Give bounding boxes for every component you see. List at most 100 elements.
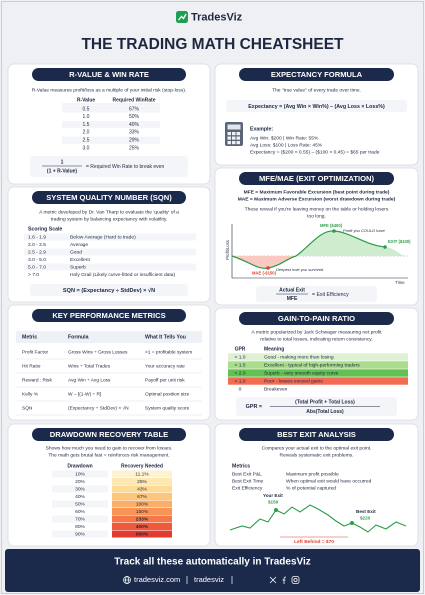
cell: 2.5 bbox=[83, 138, 90, 144]
cell: 40% bbox=[75, 494, 85, 500]
row-bg bbox=[52, 508, 108, 515]
row-bg bbox=[228, 377, 408, 385]
section-header bbox=[239, 312, 394, 325]
cell: >1 = profitable system bbox=[145, 349, 192, 355]
row-bg bbox=[52, 515, 108, 523]
cell: Poor - losses exceed gains bbox=[264, 378, 323, 384]
cell: Best Exit P&L bbox=[232, 471, 262, 477]
cell: Reward : Risk bbox=[22, 377, 52, 383]
metrics-title: Metrics bbox=[232, 463, 250, 469]
description: The math gets brutal fast = reinforces r… bbox=[48, 452, 169, 458]
mae-note: Deepest hole you survived bbox=[276, 267, 324, 272]
calculator-key bbox=[232, 136, 236, 140]
globe-icon bbox=[123, 576, 131, 584]
example-line: Expectancy = ($200 × 0.55) – ($100 × 0.4… bbox=[250, 149, 380, 155]
cell: Profit Factor bbox=[22, 349, 49, 355]
row-bg bbox=[228, 361, 408, 369]
cell: > 7.0 bbox=[28, 272, 39, 278]
card bbox=[7, 304, 211, 421]
cell: 20% bbox=[75, 479, 85, 485]
cell: Average bbox=[70, 242, 88, 248]
card bbox=[214, 423, 419, 547]
cell: Holy Grail (Likely curve-fitted or insuf… bbox=[70, 272, 175, 278]
calculator-key bbox=[232, 141, 236, 145]
section-title: GAIN-TO-PAIN RATIO bbox=[278, 314, 355, 323]
cell: 60% bbox=[75, 509, 85, 515]
cell: 40% bbox=[129, 122, 140, 128]
x-axis-label: Time bbox=[395, 280, 405, 285]
cell: 10% bbox=[75, 471, 85, 477]
cell: 1.0 bbox=[83, 114, 90, 120]
calculator-key bbox=[236, 141, 240, 145]
example-line: Avg Win: $200 | Win Rate: 55% bbox=[250, 135, 319, 141]
definition: MFE = Maximum Favorable Excursion (best … bbox=[244, 189, 390, 195]
card bbox=[7, 186, 211, 303]
cell: 3.0 bbox=[83, 145, 90, 151]
cell: Best Exit Time bbox=[232, 478, 264, 484]
example-line: Avg Loss: $100 | Loss Rate: 45% bbox=[250, 142, 323, 148]
cell: 90% bbox=[75, 531, 85, 537]
cell: 50% bbox=[75, 501, 85, 507]
cell: 2.0 bbox=[83, 130, 90, 136]
formula-numerator: Actual Exit bbox=[279, 287, 305, 293]
cell: 25% bbox=[129, 145, 140, 151]
your-exit-value: $150 bbox=[268, 500, 279, 505]
mfe-note: Profit you COULD have bbox=[343, 228, 386, 233]
row-bg bbox=[52, 493, 108, 500]
section-header bbox=[239, 172, 394, 185]
gain-area bbox=[296, 230, 404, 256]
section-title: EXPECTANCY FORMULA bbox=[271, 70, 363, 79]
description: A metric developed by Dr. Van Tharp to e… bbox=[39, 209, 179, 215]
logo-icon bbox=[176, 11, 188, 23]
description: A metric popularized by Jack Schwager me… bbox=[252, 329, 383, 335]
card bbox=[214, 63, 419, 166]
best-exit-point bbox=[350, 521, 354, 525]
cell: System quality score bbox=[145, 405, 190, 411]
cell: 0.5 bbox=[83, 106, 90, 112]
cell: Wins ÷ Total Trades bbox=[68, 363, 111, 369]
heat-cell bbox=[112, 470, 172, 478]
cell: > 1.0 bbox=[234, 354, 245, 360]
mae-point bbox=[266, 266, 270, 270]
social-icons bbox=[269, 576, 300, 584]
row-bg bbox=[52, 500, 108, 508]
cell: > 1.5 bbox=[234, 362, 245, 368]
cell: 150% bbox=[136, 509, 149, 515]
cell: Excellent - typical of high-performing t… bbox=[264, 362, 360, 368]
cell: Excellent bbox=[70, 257, 90, 263]
cell: Good - making more than losing bbox=[264, 354, 334, 360]
calculator-key bbox=[236, 132, 240, 136]
heat-cell bbox=[112, 500, 172, 508]
formula-result: = Exit Efficiency bbox=[312, 292, 349, 298]
row-bg bbox=[24, 263, 196, 271]
cell: Exit Efficiency bbox=[232, 485, 263, 491]
column-header: GPR bbox=[235, 346, 246, 352]
footer-website: tradesviz.com bbox=[134, 575, 180, 584]
cell: Payoff per unit risk bbox=[145, 377, 185, 383]
section-header bbox=[32, 68, 186, 81]
heat-cell bbox=[112, 478, 172, 485]
formula-numerator: 1 bbox=[61, 159, 64, 165]
your-exit-label: Your Exit bbox=[263, 493, 283, 498]
column-header: Metric bbox=[22, 334, 37, 340]
column-header: Formula bbox=[68, 334, 89, 340]
cell: 1.6 - 1.9 bbox=[28, 234, 46, 240]
heat-cell bbox=[112, 523, 172, 530]
formula-denominator: MFE bbox=[287, 296, 298, 302]
row-bg bbox=[24, 233, 196, 241]
brand: TradesViz bbox=[191, 11, 243, 23]
description: R-Value measures profit/loss as a multip… bbox=[32, 87, 187, 93]
row-bg bbox=[52, 523, 108, 530]
description: Reveals systematic exit problems. bbox=[280, 452, 354, 458]
cell: Your accuracy rate bbox=[145, 363, 185, 369]
heat-cell bbox=[112, 485, 172, 493]
cell: 30% bbox=[75, 486, 85, 492]
row-bg bbox=[24, 248, 196, 256]
row-bg bbox=[62, 136, 160, 144]
section-title: KEY PERFORMANCE METRICS bbox=[52, 311, 165, 320]
cell: 100% bbox=[136, 501, 149, 507]
exit-point bbox=[383, 245, 387, 249]
cell: Gross Wins ÷ Gross Losses bbox=[68, 349, 128, 355]
